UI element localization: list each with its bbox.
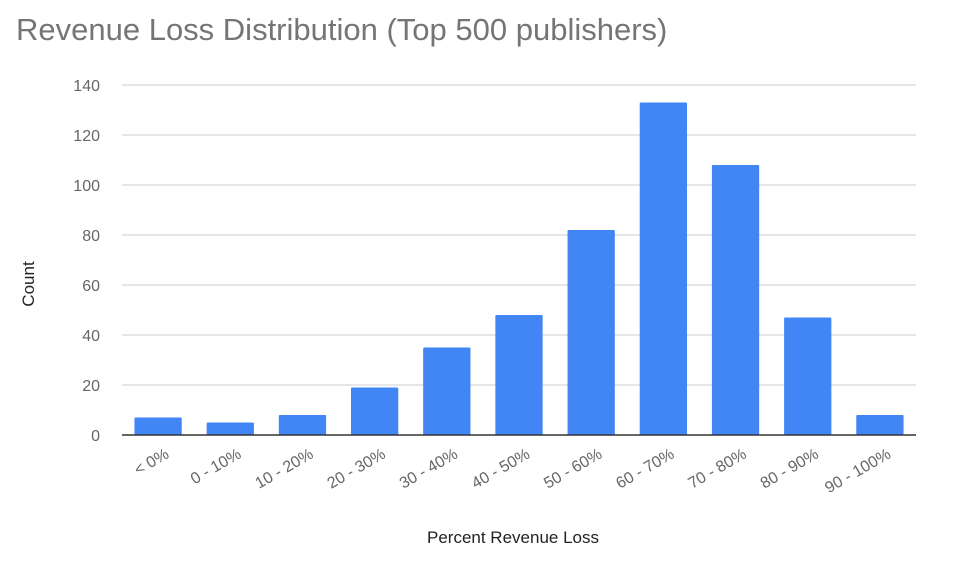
- x-tick-label: 60 - 70%: [613, 446, 677, 493]
- bar: [278, 415, 327, 435]
- x-tick-label: 0 - 10%: [188, 446, 244, 488]
- x-tick-label: 70 - 80%: [686, 446, 750, 493]
- y-tick-label: 120: [73, 128, 100, 145]
- x-tick-label: 30 - 40%: [397, 446, 461, 493]
- x-tick-label: 80 - 90%: [758, 446, 822, 493]
- bars: [134, 102, 904, 435]
- bar: [567, 230, 615, 435]
- x-tick-label: 90 - 100%: [822, 446, 894, 497]
- y-tick-label: 40: [82, 328, 100, 345]
- x-tick-label: 10 - 20%: [252, 446, 316, 493]
- bar: [350, 387, 399, 435]
- x-axis-title: Percent Revenue Loss: [427, 528, 599, 547]
- y-tick-label: 140: [73, 78, 100, 95]
- bar: [134, 417, 182, 435]
- bar: [423, 347, 471, 435]
- x-axis-ticks: < 0% 0 - 10% 10 - 20% 20 - 30% 30 - 40% 40 - …: [132, 446, 894, 497]
- bar: [856, 415, 904, 435]
- x-tick-label: 20 - 30%: [325, 446, 389, 493]
- chart-title: Revenue Loss Distribution (Top 500 publi…: [16, 12, 668, 47]
- bar: [639, 102, 688, 435]
- x-tick-label: < 0%: [132, 446, 172, 479]
- y-tick-label: 80: [82, 228, 100, 245]
- bar: [784, 317, 832, 435]
- y-tick-label: 60: [82, 278, 100, 295]
- y-axis-title: Count: [19, 261, 38, 307]
- x-tick-label: 50 - 60%: [541, 446, 605, 493]
- y-tick-label: 100: [73, 178, 100, 195]
- y-axis-ticks: 0 20 40 60 80 100 120 140: [73, 78, 100, 445]
- bar: [206, 422, 254, 435]
- x-tick-label: 40 - 50%: [469, 446, 533, 493]
- bar: [711, 165, 760, 435]
- y-tick-label: 20: [82, 378, 100, 395]
- bar: [495, 315, 543, 435]
- y-tick-label: 0: [91, 428, 100, 445]
